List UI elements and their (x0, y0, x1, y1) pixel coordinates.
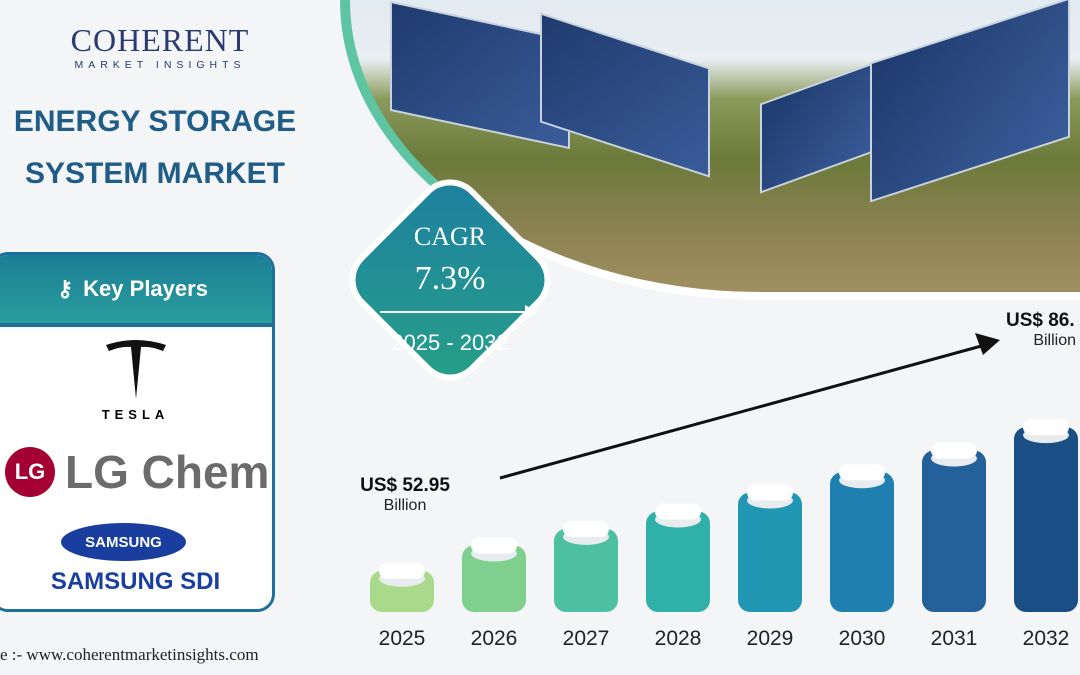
logo-tagline: MARKET INSIGHTS (74, 59, 246, 71)
cagr-value: 7.3% (414, 260, 486, 297)
page-title: ENERGY STORAGE SYSTEM MARKET (0, 96, 310, 200)
bar-2029 (738, 484, 802, 612)
bar-2032 (1014, 419, 1078, 612)
key-players-heading: Key Players (83, 276, 208, 301)
end-unit: Billion (1033, 332, 1076, 349)
tesla-name: TESLA (101, 407, 170, 422)
logo-name: COHERENT (70, 22, 250, 58)
bar-2027 (554, 520, 618, 612)
end-value: US$ 86. (1006, 310, 1075, 331)
bar-2030 (830, 464, 894, 612)
footer-website: e :- www.coherentmarketinsights.com (0, 645, 259, 664)
end-value-label: US$ 86. Billion (1006, 310, 1076, 350)
cagr-period: 2025 - 2032 (391, 330, 509, 355)
company-logo: COHERENT MARKET INSIGHTS (55, 22, 265, 71)
x-tick-label: 2029 (746, 627, 794, 650)
key-players-icon: ⚷ (57, 276, 74, 301)
x-tick-label: 2031 (930, 627, 978, 650)
key-players-card: ⚷ Key Players TESLA LG LG Chem SAMSUNG SA… (0, 252, 275, 612)
x-tick-label: 2032 (1022, 627, 1070, 650)
title-line-1: ENERGY STORAGE (13, 105, 297, 138)
cagr-badge: CAGR 7.3% 2025 - 2032 (343, 173, 557, 390)
arrow-icon (380, 305, 538, 319)
x-tick-label: 2026 (470, 627, 518, 650)
samsung-logo: SAMSUNG (61, 523, 186, 561)
tesla-logo: TESLA (0, 337, 272, 422)
start-value: US$ 52.95 (360, 475, 450, 496)
samsung-sdi-name: SAMSUNG SDI (50, 568, 221, 595)
bar-2028 (646, 503, 710, 612)
bar-2031 (922, 442, 986, 612)
x-tick-label: 2027 (562, 627, 610, 650)
bar-2026 (462, 537, 526, 612)
cagr-label: CAGR (413, 222, 487, 251)
lg-chem-logo: LG LG Chem (5, 445, 269, 499)
x-tick-label: 2030 (838, 627, 886, 650)
x-tick-label: 2025 (378, 627, 426, 650)
start-value-label: US$ 52.95 Billion (350, 475, 460, 515)
bar-2025 (370, 562, 434, 612)
start-unit: Billion (383, 497, 427, 514)
x-tick-label: 2028 (654, 627, 702, 650)
lg-chem-name: LG Chem (65, 446, 270, 498)
title-line-2: SYSTEM MARKET (24, 157, 285, 190)
